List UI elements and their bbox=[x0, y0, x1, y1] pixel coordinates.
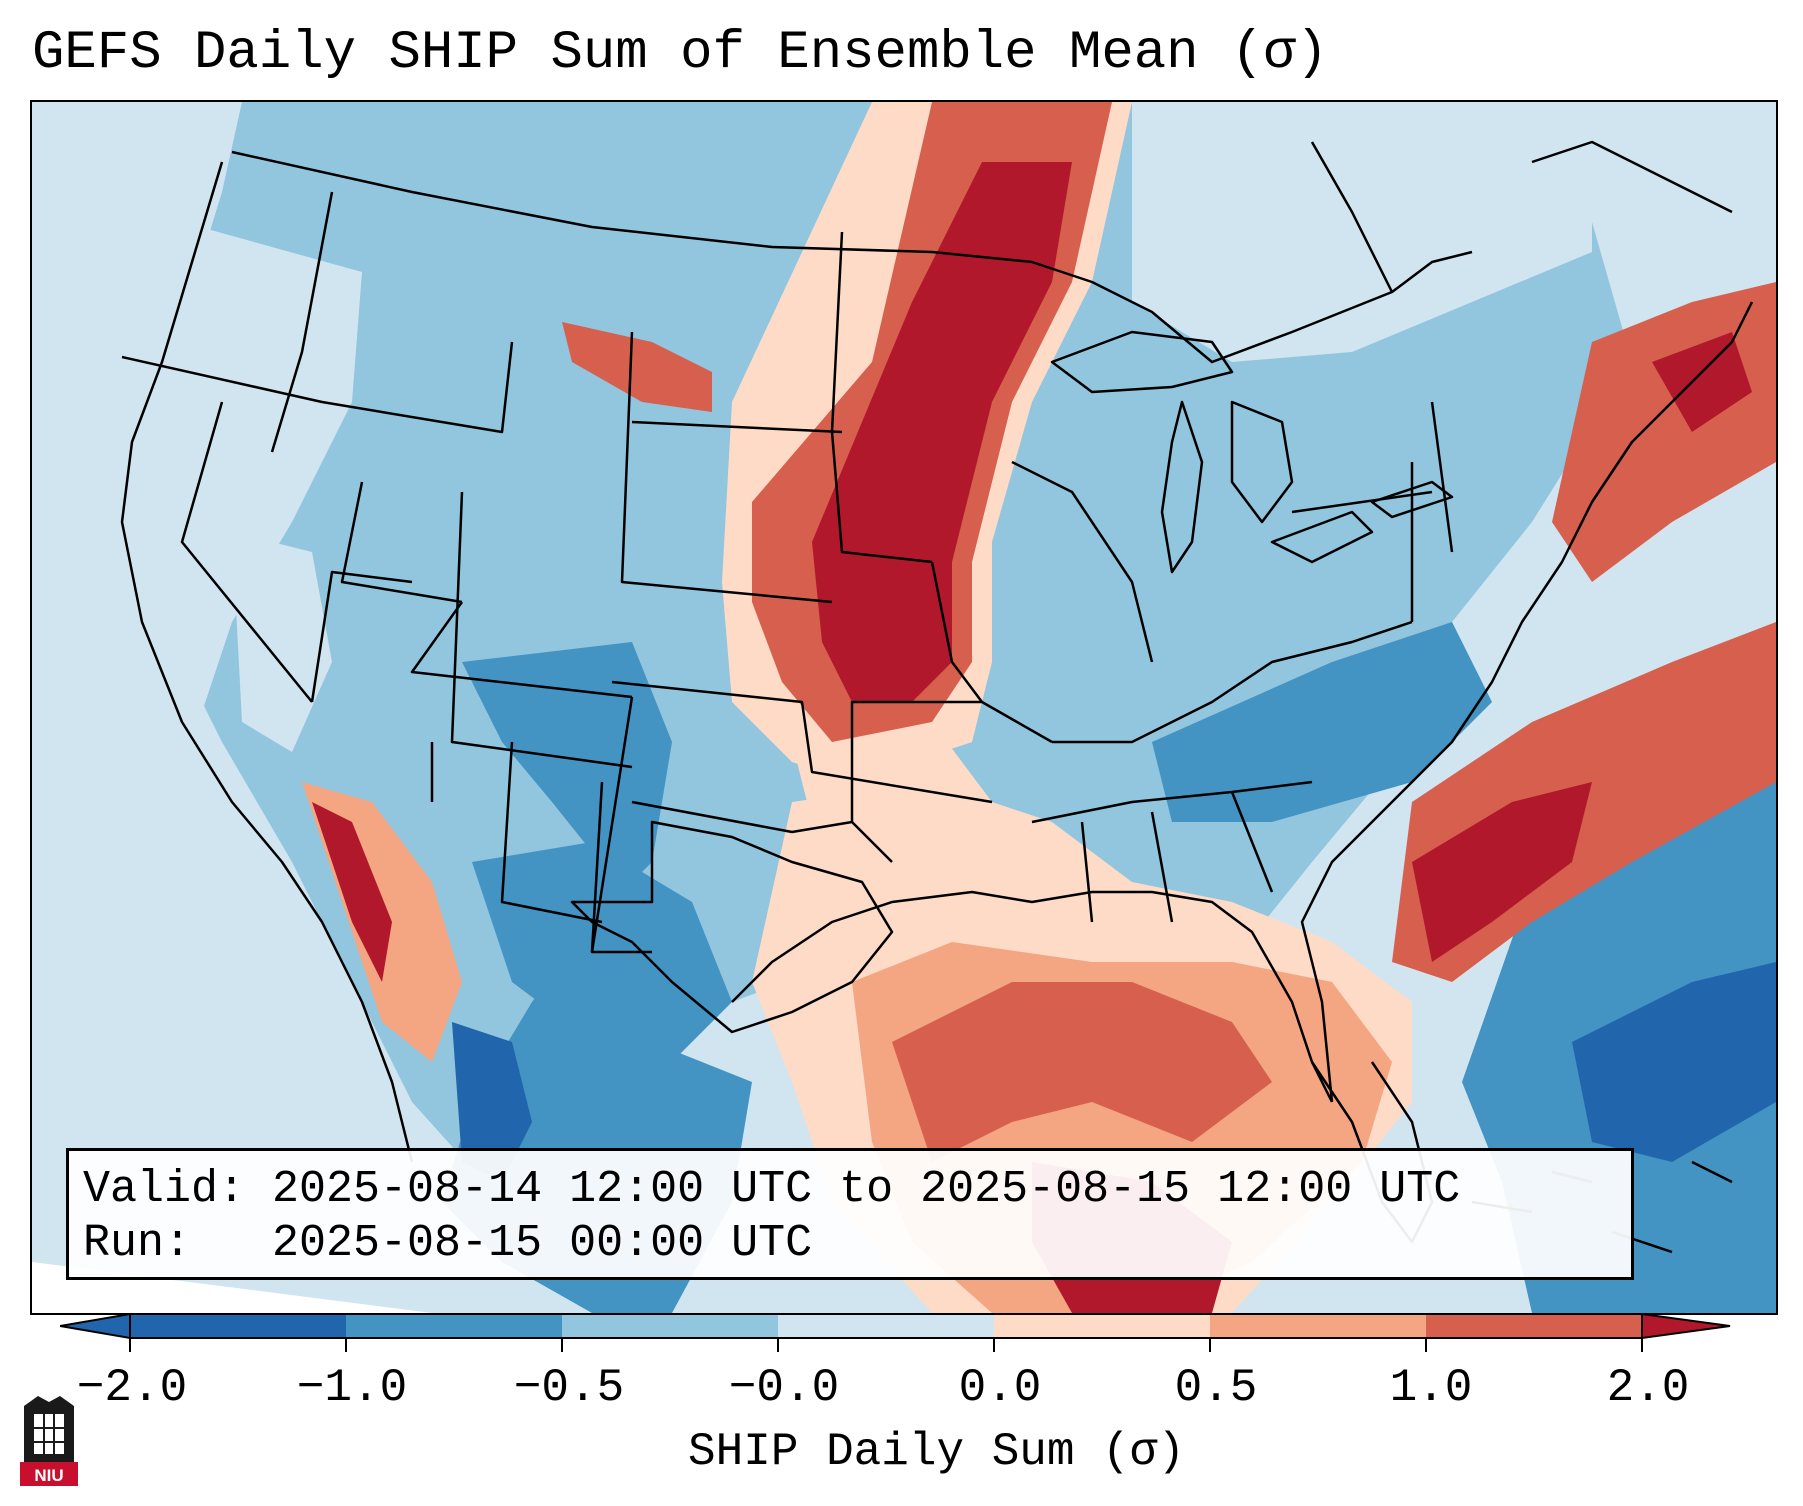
state-line bbox=[631, 800, 893, 863]
colorbar-label: SHIP Daily Sum (σ) bbox=[688, 1426, 1185, 1478]
state-line bbox=[631, 420, 843, 434]
colorbar-segment bbox=[994, 1314, 1210, 1338]
colorbar-extend-high bbox=[1641, 1312, 1731, 1340]
state-line bbox=[1230, 791, 1274, 893]
lake-michigan bbox=[1160, 400, 1204, 574]
state-line bbox=[310, 570, 413, 703]
lake-huron bbox=[1230, 400, 1294, 524]
lake-ontario bbox=[1370, 480, 1454, 519]
gulf-coastline bbox=[731, 890, 1334, 1103]
niu-logo: NIU bbox=[20, 1396, 78, 1486]
gulf-red bbox=[892, 982, 1272, 1162]
valid-time-line: Valid: 2025-08-14 12:00 UTC to 2025-08-1… bbox=[83, 1164, 1461, 1215]
state-line bbox=[180, 401, 313, 703]
atlantic-coastline bbox=[1300, 301, 1754, 1103]
mexico-dark-blue bbox=[452, 1022, 532, 1182]
chart-title: GEFS Daily SHIP Sum of Ensemble Mean (σ) bbox=[32, 23, 1329, 84]
canada-coast bbox=[1310, 140, 1733, 293]
logo-text: NIU bbox=[34, 1466, 63, 1485]
state-line bbox=[611, 680, 993, 804]
colorbar-tick-label: −0.0 bbox=[728, 1362, 840, 1414]
state-line bbox=[850, 700, 982, 822]
state-line bbox=[321, 341, 514, 434]
colorbar-tick-label: 2.0 bbox=[1606, 1362, 1690, 1414]
colorbar-tick-label: 0.0 bbox=[958, 1362, 1042, 1414]
atlantic-dark-blue bbox=[1572, 962, 1776, 1162]
colorbar-segment bbox=[1210, 1314, 1426, 1338]
colorbar-segment bbox=[562, 1314, 778, 1338]
ohio-valley-blue bbox=[1152, 622, 1492, 822]
colorbar-outline bbox=[129, 1313, 1643, 1339]
state-line bbox=[1031, 780, 1313, 824]
state-line bbox=[1150, 811, 1174, 923]
colorbar-segment bbox=[1426, 1314, 1642, 1338]
state-line bbox=[1052, 620, 1413, 744]
texas-outline bbox=[570, 820, 894, 1034]
state-line bbox=[340, 481, 463, 604]
boundaries bbox=[120, 140, 1754, 1254]
atlantic-dark-red bbox=[1412, 782, 1592, 962]
plains-dark-red bbox=[812, 162, 1072, 702]
map-panel[interactable] bbox=[30, 100, 1778, 1315]
state-line bbox=[1291, 490, 1433, 514]
west-light-patch bbox=[132, 222, 362, 742]
state-line bbox=[620, 331, 833, 604]
state-line bbox=[121, 355, 323, 404]
colorbar-segment bbox=[346, 1314, 562, 1338]
northeast-dark-red bbox=[1652, 332, 1752, 432]
state-line bbox=[830, 231, 933, 564]
colorbar-tick-label: 1.0 bbox=[1389, 1362, 1473, 1414]
colorbar-extend-low bbox=[60, 1312, 131, 1340]
colorbar-segment bbox=[130, 1314, 346, 1338]
colorbar-tick-label: −0.5 bbox=[513, 1362, 625, 1414]
state-line bbox=[590, 696, 634, 953]
state-line bbox=[1430, 401, 1454, 553]
state-line bbox=[450, 491, 633, 769]
baja-dark-red bbox=[312, 802, 392, 982]
state-line bbox=[500, 741, 603, 924]
lake-erie bbox=[1270, 510, 1374, 564]
colorbar-tick-label: −2.0 bbox=[76, 1362, 188, 1414]
ship-map bbox=[32, 102, 1776, 1313]
colorbar-ticks bbox=[129, 1338, 1643, 1352]
valid-time-box: Valid: 2025-08-14 12:00 UTC to 2025-08-1… bbox=[66, 1148, 1634, 1280]
colorbar bbox=[60, 1312, 1731, 1352]
lake-superior bbox=[1050, 330, 1234, 394]
west-coastline bbox=[120, 161, 414, 1163]
state-line bbox=[1080, 821, 1094, 923]
wyoming-salmon bbox=[562, 322, 712, 412]
state-line bbox=[1011, 460, 1154, 663]
state-line bbox=[930, 561, 1053, 744]
colorbar-segment bbox=[778, 1314, 994, 1338]
colorbar-tick-label: −1.0 bbox=[296, 1362, 408, 1414]
state-line bbox=[270, 191, 334, 453]
state-line bbox=[410, 601, 633, 699]
colorbar-tick-label: 0.5 bbox=[1174, 1362, 1258, 1414]
run-time-line: Run: 2025-08-15 00:00 UTC bbox=[83, 1218, 813, 1269]
